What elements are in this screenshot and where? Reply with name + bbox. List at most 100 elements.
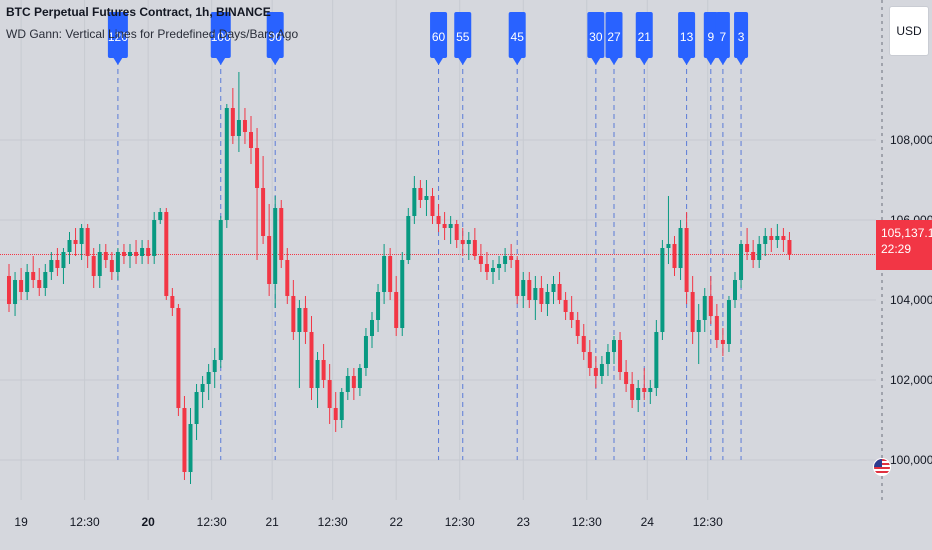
candle <box>587 340 592 376</box>
candle <box>418 180 423 208</box>
currency-button[interactable]: USD <box>889 6 929 56</box>
candle-body <box>484 264 489 272</box>
candle-body <box>605 352 610 364</box>
candle <box>115 248 120 280</box>
candle-body <box>430 196 435 216</box>
candle-body <box>406 216 411 260</box>
candle <box>273 196 278 308</box>
candle-body <box>400 260 405 328</box>
candle-body <box>509 256 514 260</box>
candle <box>787 232 792 260</box>
candle-body <box>424 196 429 200</box>
last-price-value: 105,137.1 <box>881 226 932 240</box>
candle-body <box>103 252 108 260</box>
candle <box>509 244 514 268</box>
candle-body <box>327 380 332 408</box>
candle <box>527 272 532 308</box>
candle <box>636 380 641 412</box>
candle-body <box>612 340 616 352</box>
candle-body <box>333 408 338 420</box>
candle <box>672 236 677 276</box>
candle-body <box>188 424 193 472</box>
gann-marker-pointer <box>639 57 650 65</box>
candle <box>484 252 489 280</box>
candle-body <box>436 216 441 224</box>
price-tick-label: 108,000.0 <box>890 133 932 147</box>
symbol-title[interactable]: BTC Perpetual Futures Contract, 1h, BINA… <box>6 5 271 19</box>
candle-body <box>745 244 750 252</box>
candle <box>79 224 84 260</box>
time-tick-label: 12:30 <box>693 515 723 529</box>
candle <box>720 328 725 356</box>
candle-body <box>339 392 344 420</box>
candle-body <box>751 252 756 260</box>
candle <box>581 324 586 360</box>
gann-marker-label: 100 <box>211 30 231 44</box>
candle <box>279 200 284 268</box>
candle-body <box>109 260 114 272</box>
gann-marker: 13 <box>678 12 696 65</box>
candle-body <box>121 252 126 256</box>
candle <box>212 348 217 388</box>
time-tick-label: 24 <box>641 515 655 529</box>
candle <box>690 276 695 344</box>
candle <box>230 88 235 144</box>
candle <box>164 208 169 300</box>
candle <box>321 344 326 388</box>
candle <box>370 312 374 348</box>
gann-marker: 27 <box>605 12 623 65</box>
candle-body <box>67 240 72 252</box>
candle <box>376 284 381 332</box>
candle <box>146 240 151 264</box>
indicator-title[interactable]: WD Gann: Vertical Lines for Predefined D… <box>6 27 299 41</box>
gann-marker-box <box>107 12 128 58</box>
candle <box>285 248 290 304</box>
gann-marker-box <box>430 12 448 58</box>
price-axis[interactable]: 100,000.0102,000.0104,000.0106,000.0108,… <box>890 133 932 467</box>
candle <box>363 328 368 376</box>
candle-body <box>684 228 689 292</box>
candle <box>297 300 302 388</box>
candle-body <box>726 300 731 344</box>
candle <box>630 372 635 408</box>
candle <box>545 284 550 316</box>
gann-marker-label: 90 <box>269 30 283 44</box>
time-axis[interactable]: 19 12:30 20 12:30 21 12:30 22 12:30 23 12:30 24 12:… <box>14 515 723 529</box>
time-tick-label: 12:30 <box>572 515 602 529</box>
price-tick-label: 102,000.0 <box>890 373 932 387</box>
candle-body <box>206 372 211 384</box>
candle <box>128 244 132 268</box>
candle-body <box>285 260 290 296</box>
us-flag-icon[interactable] <box>873 458 891 476</box>
candle <box>430 188 435 224</box>
candle-body <box>37 280 42 288</box>
candle-body <box>370 320 374 336</box>
candle <box>291 280 296 340</box>
price-tick-label: 100,000.0 <box>890 453 932 467</box>
gann-marker-label: 120 <box>108 30 128 44</box>
gann-marker-box <box>605 12 623 58</box>
gann-marker-box <box>266 12 284 58</box>
gann-marker: 100 <box>211 12 231 65</box>
candle-body <box>466 240 471 244</box>
candle <box>255 128 260 260</box>
candle-body <box>267 236 272 284</box>
candle <box>781 228 786 252</box>
candle-body <box>666 244 671 248</box>
candle <box>182 396 187 480</box>
candle <box>557 272 562 304</box>
candle <box>351 368 356 400</box>
gann-marker-box <box>703 12 718 58</box>
candle-body <box>545 292 550 304</box>
time-tick-label: 22 <box>390 515 404 529</box>
candle <box>454 220 459 248</box>
candle <box>134 240 139 264</box>
candle <box>648 380 653 404</box>
candle-body <box>13 280 18 304</box>
candle-body <box>85 228 90 256</box>
candle <box>624 360 629 392</box>
candle <box>327 364 332 424</box>
candle-body <box>218 220 223 360</box>
candle <box>188 408 193 484</box>
